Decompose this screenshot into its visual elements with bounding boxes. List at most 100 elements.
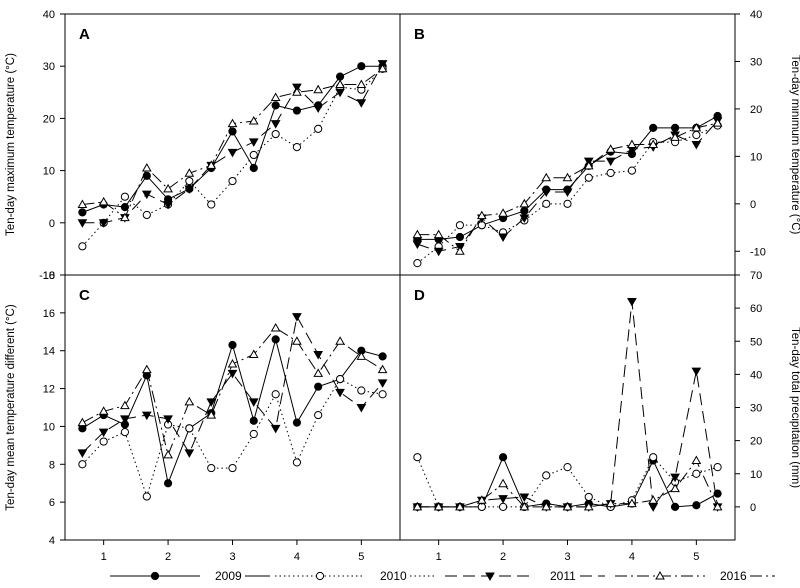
data-point [498,495,508,504]
legend-marker [485,572,495,582]
data-point [562,501,573,511]
panel-a: A -10 0 10 20 30 40 Ten-day maximum temperature… [5,9,401,282]
data-point [292,106,302,115]
data-point [335,388,345,398]
data-point [163,479,173,488]
x-tick-label: 5 [693,551,699,563]
data-point [249,150,258,160]
data-point [120,400,130,410]
legend-label: 2016 [720,569,747,583]
series-line [417,120,718,252]
data-point [120,415,130,424]
data-point [670,473,680,483]
data-point [77,219,88,228]
y-axis-title: Ten-day total precipitation (mm) [789,327,800,488]
series-line [417,459,719,508]
data-point [120,428,130,437]
data-point [77,199,88,209]
data-point [498,453,508,462]
data-point [141,190,152,200]
data-point [206,398,217,407]
data-point [335,79,345,88]
legend-item-2010: 2010 [275,569,435,583]
data-point [541,172,552,182]
y-axis-title: Ten-day mean temperature different (°C) [5,304,17,511]
data-point [627,166,637,175]
data-point [712,501,723,511]
legend-item-2011: 2011 [445,569,605,583]
data-point [519,493,530,502]
y-tick-label: 10 [750,151,762,163]
data-point [583,160,594,170]
legend-label: 2011 [550,569,576,583]
data-point [356,79,367,88]
data-point [605,144,616,153]
data-point [476,495,487,504]
data-point [163,449,173,459]
data-point [335,72,345,81]
legend-item-2009: 2009 [110,569,270,583]
series-2010 [78,375,387,501]
data-point [335,375,345,384]
data-point [648,139,659,148]
y-tick-label: 70 [750,270,762,282]
data-point [378,352,387,361]
x-tick-label: 4 [294,551,300,563]
panel-letter: B [414,26,425,43]
data-point [670,483,680,493]
data-point [228,463,237,473]
series-2016 [412,118,723,255]
series-line [82,68,383,247]
data-point [270,424,281,434]
y-tick-label: 10 [750,469,762,481]
y-tick-label: 50 [750,336,762,348]
data-point [206,410,217,419]
data-point [627,139,637,148]
data-point [99,437,108,446]
x-tick-label: 4 [629,551,635,563]
y-tick-label: 0 [750,502,756,514]
data-point [313,368,324,377]
data-point [314,410,323,420]
y-tick-label: 20 [750,104,762,116]
data-point [184,185,195,194]
data-point [120,192,130,201]
data-point [377,364,388,374]
y-tick-label: -10 [750,246,766,258]
y-tick-label: 40 [750,9,762,21]
data-point [498,208,508,217]
y-tick-label: -10 [39,270,55,282]
data-point [356,404,367,413]
data-point [227,118,238,128]
data-point [77,449,88,458]
y-axis-title: Ten-day minimum temperature (°C) [789,55,800,235]
data-point [228,340,237,350]
data-point [356,351,367,360]
data-point [292,87,302,96]
y-tick-label: 30 [43,61,55,73]
data-point [357,386,366,395]
data-point [248,398,259,407]
data-point [141,364,152,374]
series-2016 [77,63,388,222]
y-tick-label: 8 [49,459,55,471]
data-point [562,188,573,197]
y-tick-label: 14 [43,346,55,358]
y-tick-label: 40 [43,9,55,21]
data-point [292,313,302,322]
data-point [519,214,530,224]
y-tick-label: 4 [49,535,55,547]
panel-d: D 0 10 20 30 40 50 60 70 Ten-day total precipitat… [399,270,800,563]
panel-b: B -10 0 10 20 30 40 Ten-day minimum temperature… [399,9,800,276]
y-tick-label: 16 [43,308,55,320]
data-point [228,127,237,136]
series-line [82,378,383,499]
data-point [248,349,259,358]
series-line [417,125,718,264]
series-line [82,315,383,455]
x-tick-label: 2 [500,551,506,563]
data-point [335,88,345,98]
panel-frame [64,274,401,541]
